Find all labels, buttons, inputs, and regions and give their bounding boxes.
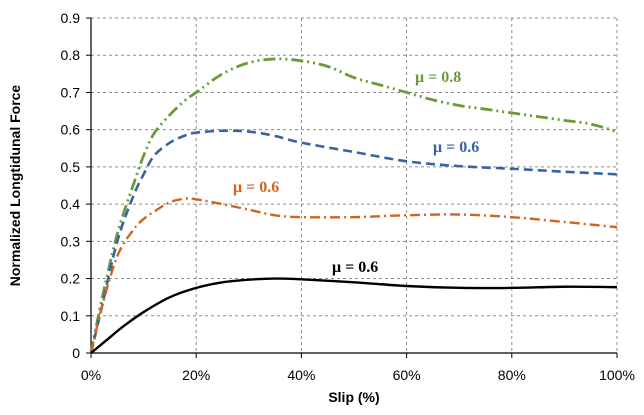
series-label-2: μ = 0.6	[233, 179, 279, 196]
y-tick-label: 0.2	[61, 271, 81, 287]
grid-lines	[91, 17, 618, 353]
y-axis-title: Normalized Longtidunal Force	[7, 85, 23, 287]
x-tick-label: 60%	[393, 367, 421, 383]
axes	[86, 17, 618, 358]
x-tick-label: 40%	[287, 367, 315, 383]
series-label-1: μ = 0.6	[433, 139, 479, 156]
series-line-2	[89, 197, 618, 354]
x-axis-title: Slip (%)	[328, 389, 379, 405]
y-tick-label: 0	[72, 345, 80, 361]
y-tick-label: 0.7	[61, 84, 81, 100]
y-tick-label: 0.8	[61, 47, 81, 63]
y-tick-label: 0.4	[61, 196, 81, 212]
series-lines	[89, 57, 618, 354]
series-labels: μ = 0.8 μ = 0.6 μ = 0.6 μ = 0.6	[233, 69, 479, 276]
x-tick-label: 20%	[182, 367, 210, 383]
series-line-0	[89, 57, 618, 354]
series-line-1	[89, 129, 618, 354]
y-tick-label: 0.5	[61, 159, 81, 175]
y-tick-label: 0.1	[61, 308, 81, 324]
y-tick-label: 0.6	[61, 122, 81, 138]
x-tick-label: 100%	[599, 367, 635, 383]
y-tick-label: 0.3	[61, 233, 81, 249]
tick-labels: 0 0.1 0.2 0.3 0.4 0.5 0.6 0.7 0.8 0.9 0% 20% 40% 60% 8…	[61, 10, 635, 383]
series-label-3: μ = 0.6	[332, 259, 378, 276]
y-tick-label: 0.9	[61, 10, 81, 26]
series-label-0: μ = 0.8	[415, 69, 461, 86]
x-tick-label: 0%	[81, 367, 101, 383]
series-line-3	[90, 277, 618, 354]
x-tick-label: 80%	[498, 367, 526, 383]
